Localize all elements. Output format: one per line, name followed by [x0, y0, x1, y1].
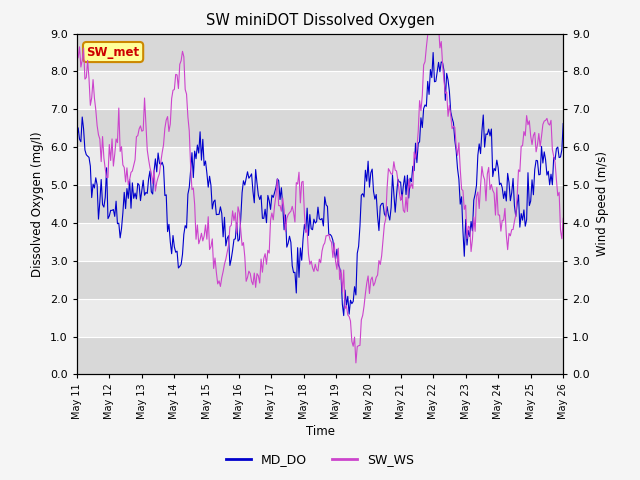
Bar [77, 336, 563, 374]
Bar [77, 299, 563, 336]
Y-axis label: Wind Speed (m/s): Wind Speed (m/s) [596, 152, 609, 256]
Bar [77, 109, 563, 147]
Bar [77, 34, 563, 72]
Y-axis label: Dissolved Oxygen (mg/l): Dissolved Oxygen (mg/l) [31, 131, 44, 277]
Title: SW miniDOT Dissolved Oxygen: SW miniDOT Dissolved Oxygen [205, 13, 435, 28]
Bar [77, 185, 563, 223]
Bar [77, 261, 563, 299]
Bar [77, 223, 563, 261]
Bar [77, 147, 563, 185]
Legend: MD_DO, SW_WS: MD_DO, SW_WS [221, 448, 419, 471]
Text: SW_met: SW_met [86, 46, 140, 59]
Bar [77, 72, 563, 109]
X-axis label: Time: Time [305, 425, 335, 438]
